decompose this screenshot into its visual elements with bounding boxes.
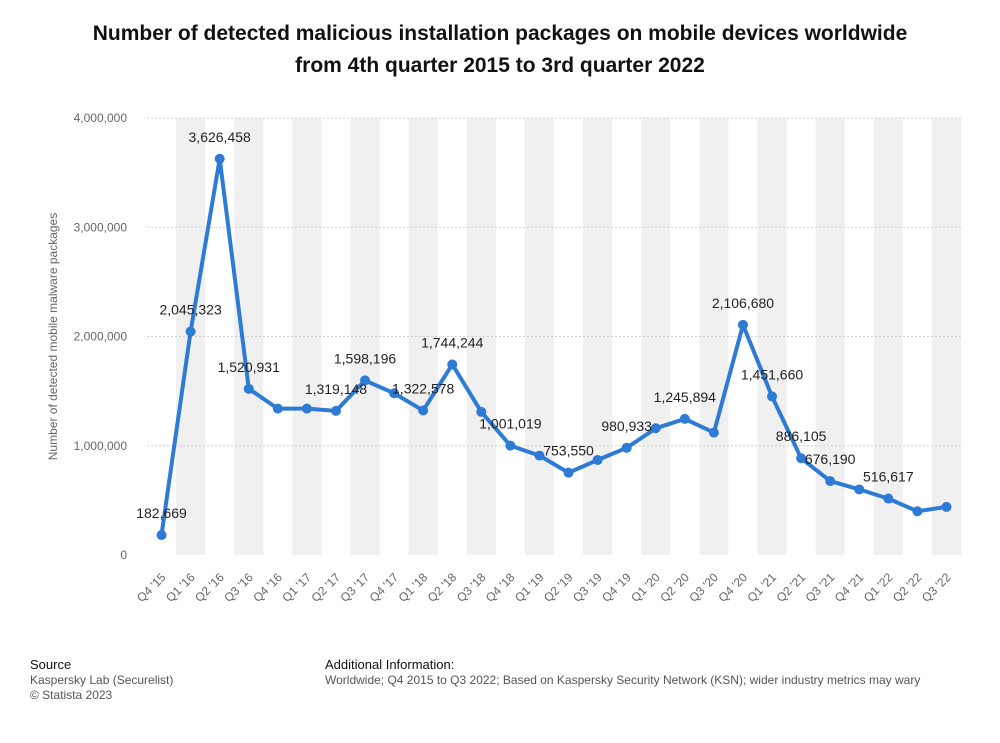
- y-tick-label: 1,000,000: [74, 439, 128, 453]
- data-point: [214, 153, 225, 164]
- x-tick-label: Q4 '17: [367, 570, 402, 605]
- data-point: [418, 405, 429, 416]
- data-point: [737, 319, 748, 330]
- x-tick-label: Q3 '18: [454, 570, 489, 605]
- data-point: [534, 450, 545, 461]
- data-point: [360, 375, 371, 386]
- data-point: [796, 453, 807, 464]
- x-tick-label: Q3 '20: [686, 570, 721, 605]
- data-point: [767, 391, 778, 402]
- data-point: [505, 440, 516, 451]
- x-tick-label: Q2 '17: [308, 570, 343, 605]
- data-point: [185, 326, 196, 337]
- data-label: 886,105: [776, 428, 827, 444]
- x-tick-label: Q1 '21: [745, 570, 780, 605]
- x-tick-label: Q2 '18: [425, 570, 460, 605]
- y-tick-label: 0: [120, 548, 127, 562]
- data-point: [243, 383, 254, 394]
- x-tick-label: Q3 '22: [919, 570, 954, 605]
- x-tick-label: Q1 '19: [512, 570, 547, 605]
- copyright-text: © Statista 2023: [30, 688, 113, 702]
- line-chart: 0 1,000,000 2,000,000 3,000,000 4,000,000 Num…: [46, 111, 961, 605]
- data-label: 2,045,323: [159, 302, 221, 318]
- data-point: [883, 493, 894, 504]
- y-tick-label: 4,000,000: [74, 111, 128, 125]
- data-label: 516,617: [863, 469, 914, 485]
- source-header: Source: [30, 657, 72, 672]
- x-tick-label: Q2 '20: [657, 570, 692, 605]
- data-label: 1,245,894: [654, 389, 716, 405]
- y-tick-label: 3,000,000: [74, 220, 128, 234]
- data-label: 2,106,680: [712, 295, 774, 311]
- data-point: [592, 454, 603, 465]
- data-label: 3,626,458: [189, 129, 251, 145]
- chart-title-line1: Number of detected malicious installatio…: [92, 22, 908, 45]
- x-tick-label: Q3 '17: [338, 570, 373, 605]
- data-label: 1,520,931: [218, 359, 280, 375]
- data-label: 1,319,148: [305, 381, 367, 397]
- x-tick-label: Q1 '16: [163, 570, 198, 605]
- y-axis-title: Number of detected mobile malware packag…: [46, 213, 60, 460]
- x-tick-label: Q4 '16: [250, 570, 285, 605]
- x-tick-label: Q1 '22: [861, 570, 896, 605]
- x-tick-label: Q1 '18: [396, 570, 431, 605]
- data-point: [912, 506, 923, 517]
- chart-title-line2: from 4th quarter 2015 to 3rd quarter 202…: [295, 54, 705, 77]
- x-tick-label: Q4 '20: [715, 570, 750, 605]
- data-label: 1,322,578: [392, 381, 454, 397]
- data-point: [389, 388, 400, 399]
- data-label: 753,550: [543, 443, 594, 459]
- x-tick-label: Q2 '22: [890, 570, 925, 605]
- data-point: [563, 467, 574, 478]
- chart-title: Number of detected malicious installatio…: [40, 18, 960, 82]
- data-point: [650, 423, 661, 434]
- data-label: 1,451,660: [741, 366, 803, 382]
- additional-info-text: Worldwide; Q4 2015 to Q3 2022; Based on …: [325, 673, 921, 687]
- data-label: 1,744,244: [421, 334, 483, 350]
- data-point: [301, 403, 312, 414]
- x-tick-label: Q4 '21: [832, 570, 867, 605]
- data-label: 1,001,019: [479, 416, 541, 432]
- source-block: Source Kaspersky Lab (Securelist) © Stat…: [30, 657, 173, 703]
- additional-info-header: Additional Information:: [325, 657, 455, 672]
- data-point: [447, 359, 458, 370]
- additional-info-block: Additional Information: Worldwide; Q4 20…: [325, 657, 920, 688]
- x-tick-label: Q2 '16: [192, 570, 227, 605]
- x-tick-label: Q4 '15: [134, 570, 169, 605]
- x-tick-label: Q3 '16: [221, 570, 256, 605]
- source-text[interactable]: Kaspersky Lab (Securelist): [30, 673, 174, 687]
- x-tick-label: Q3 '21: [803, 570, 838, 605]
- data-point: [272, 403, 283, 414]
- data-label: 182,669: [136, 505, 187, 521]
- data-point: [156, 530, 167, 541]
- x-tick-label: Q2 '21: [774, 570, 809, 605]
- data-point: [854, 484, 865, 495]
- data-label: 1,598,196: [334, 350, 396, 366]
- data-label: 676,190: [805, 451, 856, 467]
- data-point: [941, 501, 952, 512]
- data-point: [708, 427, 719, 438]
- x-tick-label: Q3 '19: [570, 570, 605, 605]
- data-point: [476, 406, 487, 417]
- data-point: [679, 413, 690, 424]
- x-tick-label: Q2 '19: [541, 570, 576, 605]
- data-point: [330, 405, 341, 416]
- series-line: [159, 156, 949, 537]
- x-tick-label: Q1 '17: [279, 570, 314, 605]
- x-tick-label: Q4 '18: [483, 570, 518, 605]
- data-label: 980,933: [601, 418, 652, 434]
- x-tick-label: Q1 '20: [628, 570, 663, 605]
- data-point: [621, 442, 632, 453]
- y-tick-label: 2,000,000: [74, 330, 128, 344]
- x-tick-label: Q4 '19: [599, 570, 634, 605]
- data-point: [825, 476, 836, 487]
